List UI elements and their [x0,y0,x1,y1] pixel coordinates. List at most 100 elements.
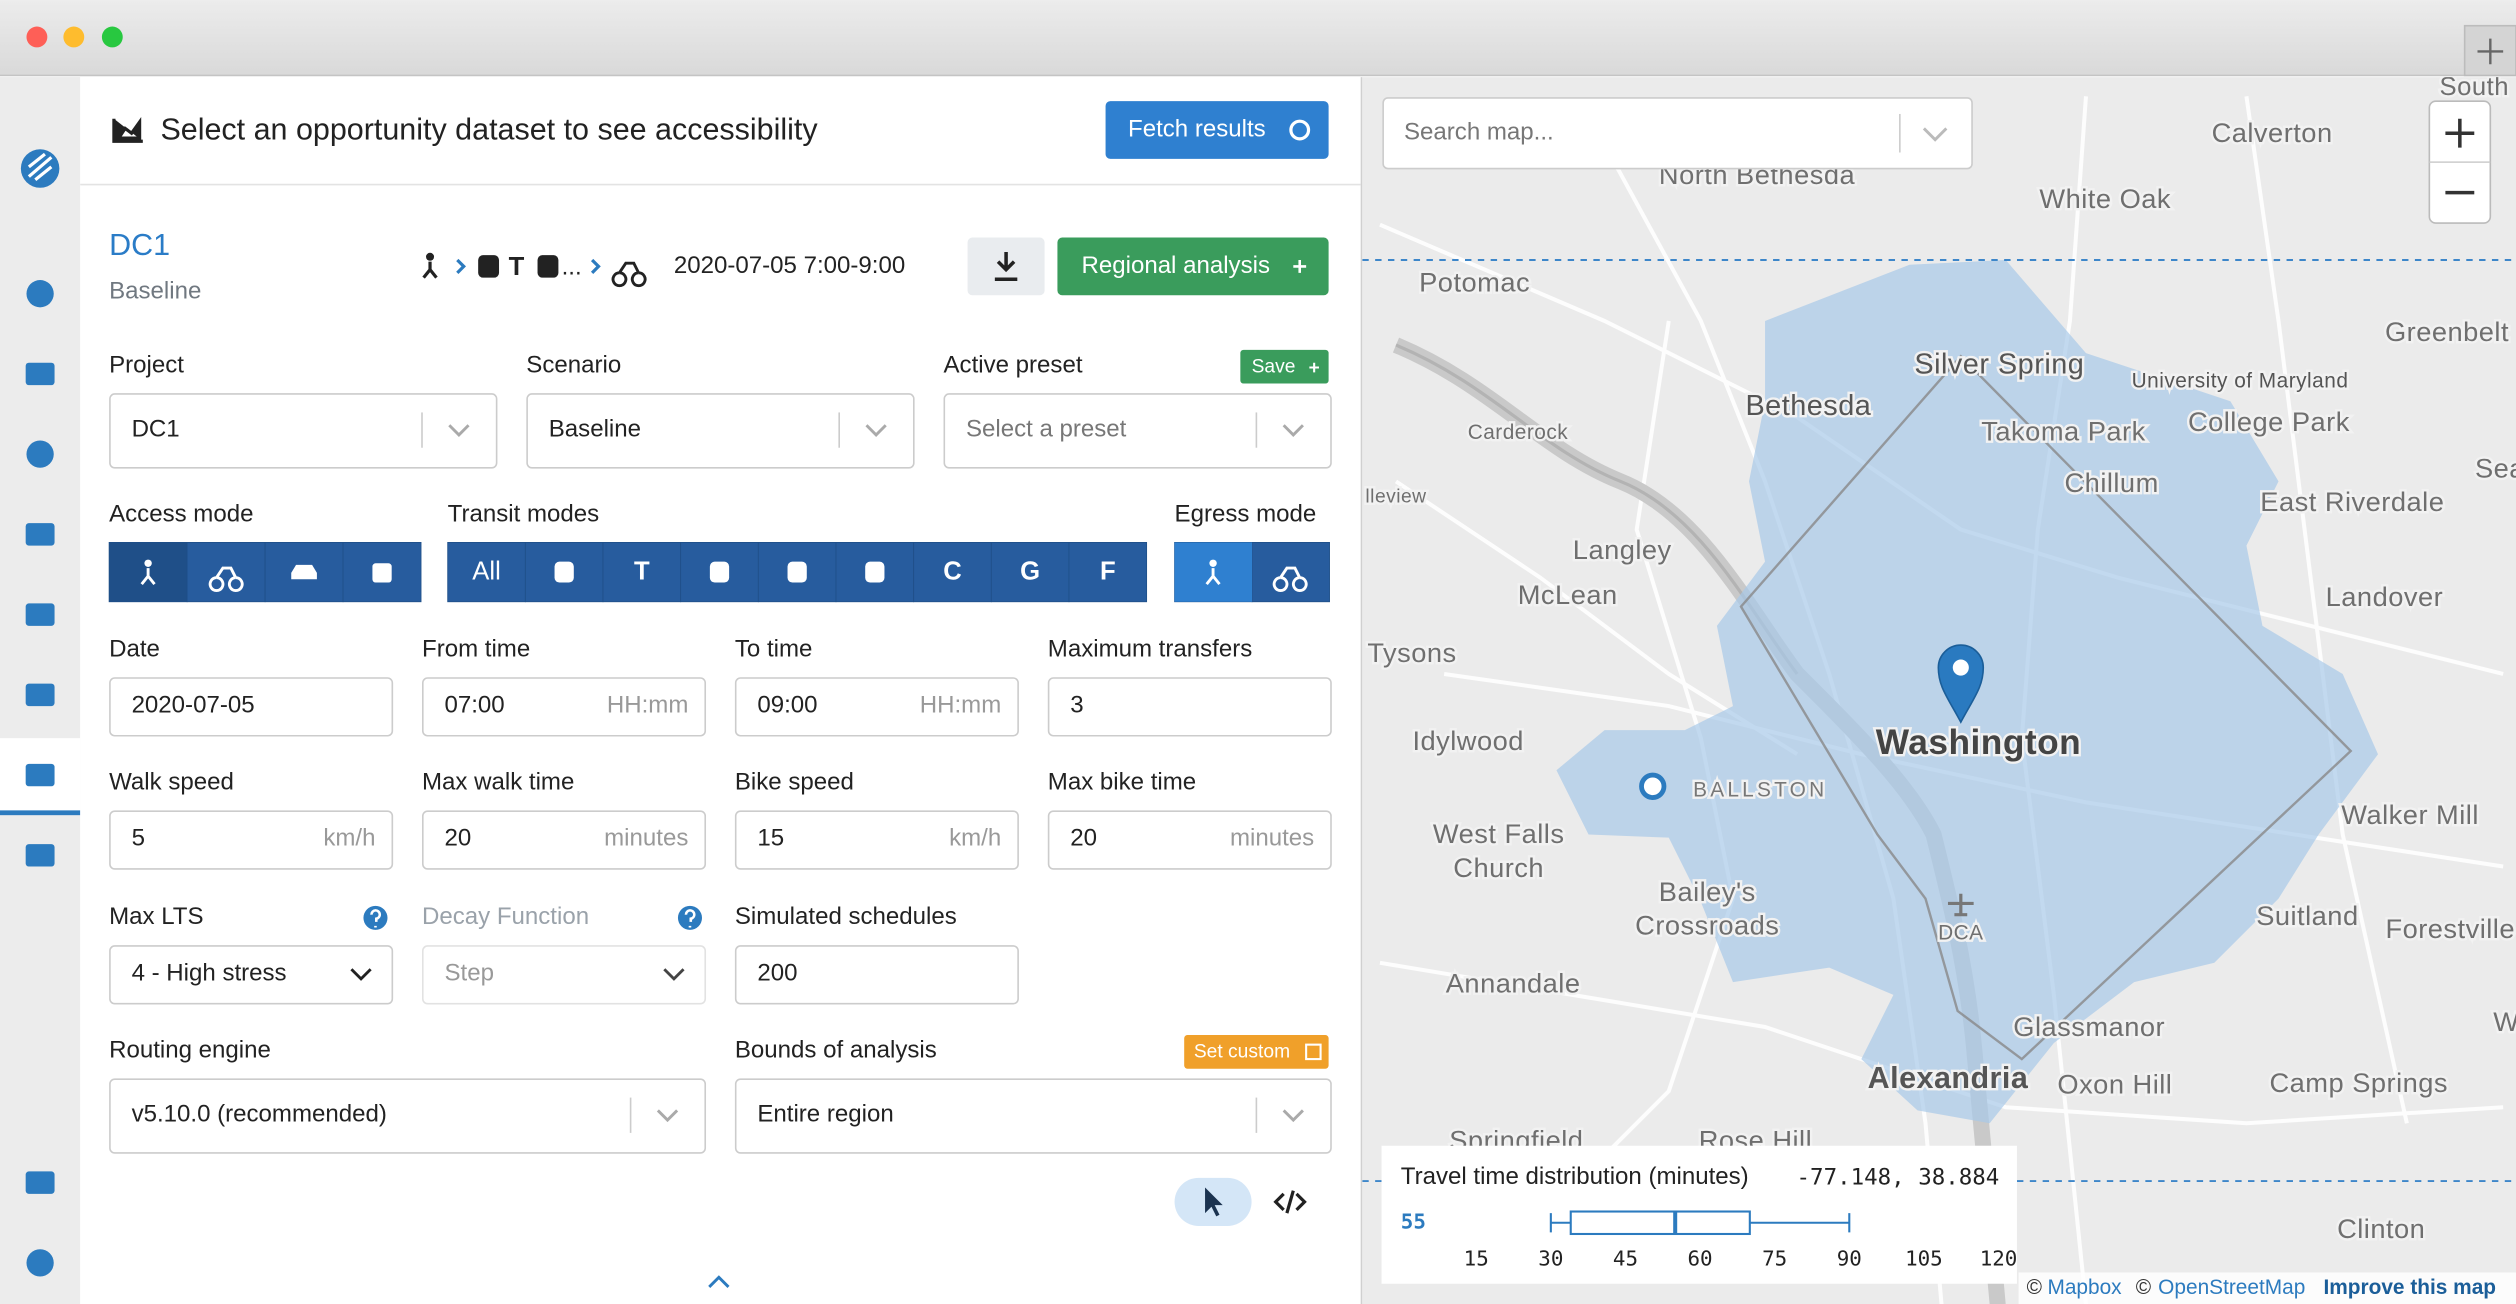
walk-icon [1209,560,1216,567]
input-value: v5.10.0 (recommended) [132,1101,387,1128]
map-label: Washington [1876,723,2081,762]
attribution: Mapbox [2047,1276,2122,1299]
transit-mode-label: All [472,558,501,586]
median-label: 55 [1401,1210,1426,1234]
nav-icon[interactable] [26,844,55,866]
map-label: Bailey's [1659,876,1756,907]
park-icon [372,563,391,582]
rail-icon [710,562,729,583]
map-label: Sea [2475,452,2516,483]
minimize-button[interactable] [63,27,84,48]
destination-marker[interactable] [1641,775,1663,797]
nav-icon[interactable] [26,1249,53,1276]
map-label: East Riverdale [2260,486,2444,517]
x-tick-label: 105 [1905,1247,1943,1271]
map-label: Alexandria [1868,1061,2029,1095]
transit-mode-label: T [634,558,650,586]
x-tick-label: 45 [1613,1247,1638,1271]
bus-icon [538,255,559,277]
input-value: 09:00 [757,691,817,718]
regional-analysis-label: Regional analysis [1081,252,1269,279]
field-label: Transit modes [448,500,599,527]
walk-icon [144,560,151,567]
ferry-icon [865,562,884,583]
map-label: DCA [1938,921,1983,944]
map-label: Chillum [2065,467,2159,498]
attribution: © [2027,1276,2043,1299]
bus-icon [478,255,499,277]
map[interactable]: SouthCalvertonNorth BethesdaWhite OakPot… [1362,73,2516,1304]
map-label: Church [1453,852,1544,883]
zoom-button[interactable] [102,27,123,48]
nav-icon[interactable] [26,363,55,385]
map-label: Idylwood [1412,725,1523,756]
input-value: Select a preset [966,415,1127,442]
input-value: 200 [757,959,797,986]
map-label: Silver Spring [1914,349,2084,381]
walk-icon [426,253,434,261]
map-label: Tysons [1367,637,1456,668]
analysis-scenario: Baseline [109,277,201,304]
egress-mode-button[interactable] [1252,542,1330,601]
field-label: Access mode [109,500,253,527]
field-label: To time [735,635,813,662]
set-custom-label: Set custom [1194,1042,1290,1063]
x-tick-label: 75 [1762,1247,1787,1271]
map-label: Clinton [2337,1213,2425,1244]
map-label: Walker Mill [2341,799,2479,830]
analysis-name: DC1 [109,228,170,262]
map-label: Calverton [2212,117,2333,148]
attribution: Improve this map [2323,1276,2496,1299]
transit-mode-label: G [1020,558,1040,586]
x-tick-label: 120 [1980,1247,2018,1271]
nav-icon[interactable] [26,441,53,468]
field-label: Decay Function [422,903,589,930]
map-label: Takoma Park [1981,415,2145,446]
field-label: Egress mode [1175,500,1317,527]
input-hint: HH:mm [920,691,1001,718]
input-value: DC1 [132,415,180,442]
close-button[interactable] [26,27,47,48]
field-label: Scenario [526,351,621,378]
map-label: BALLSTON [1693,779,1827,802]
title-bar [0,0,2516,75]
nav-icon[interactable] [26,603,55,625]
map-label: lleview [1365,487,1426,508]
input-value: 15 [757,825,784,852]
nav-icon[interactable] [26,684,55,706]
map-label: Glassmanor [2013,1011,2165,1042]
mode-ellipsis: ... [562,253,582,280]
map-label: South [2440,73,2509,101]
map-label: Greenbelt [2385,316,2509,347]
input-hint: minutes [604,825,688,852]
field-label: Bike speed [735,768,854,795]
map-label: Forestville [2385,913,2515,944]
field-label: Simulated schedules [735,903,957,930]
nav-icon[interactable] [26,764,55,786]
input[interactable] [1049,678,1331,736]
input-value: 4 - High stress [132,959,287,986]
attribution: © [2136,1276,2152,1299]
nav-icon[interactable] [26,523,55,545]
attribution: OpenStreetMap [2158,1276,2305,1299]
nav-icon[interactable] [26,280,53,307]
mode-t: T [509,253,525,281]
new-tab-button[interactable] [2465,26,2516,76]
input-hint: HH:mm [607,691,688,718]
input-hint: km/h [323,825,375,852]
map-label: Landover [2326,581,2444,612]
nav-icon[interactable] [26,1171,55,1193]
coordinates: -77.148, 38.884 [1797,1164,2000,1190]
input-value: Baseline [549,415,641,442]
map-label: University of Maryland [2132,369,2349,392]
transit-mode-label: C [943,558,962,586]
input-value: 5 [132,825,145,852]
input-value: Step [444,959,493,986]
access-mode-button[interactable] [187,542,265,601]
zoom-controls[interactable] [2429,101,2490,223]
field-label: Max LTS [109,903,203,930]
input-value: 07:00 [444,691,504,718]
x-tick-label: 90 [1837,1247,1862,1271]
input-value: 20 [444,825,471,852]
